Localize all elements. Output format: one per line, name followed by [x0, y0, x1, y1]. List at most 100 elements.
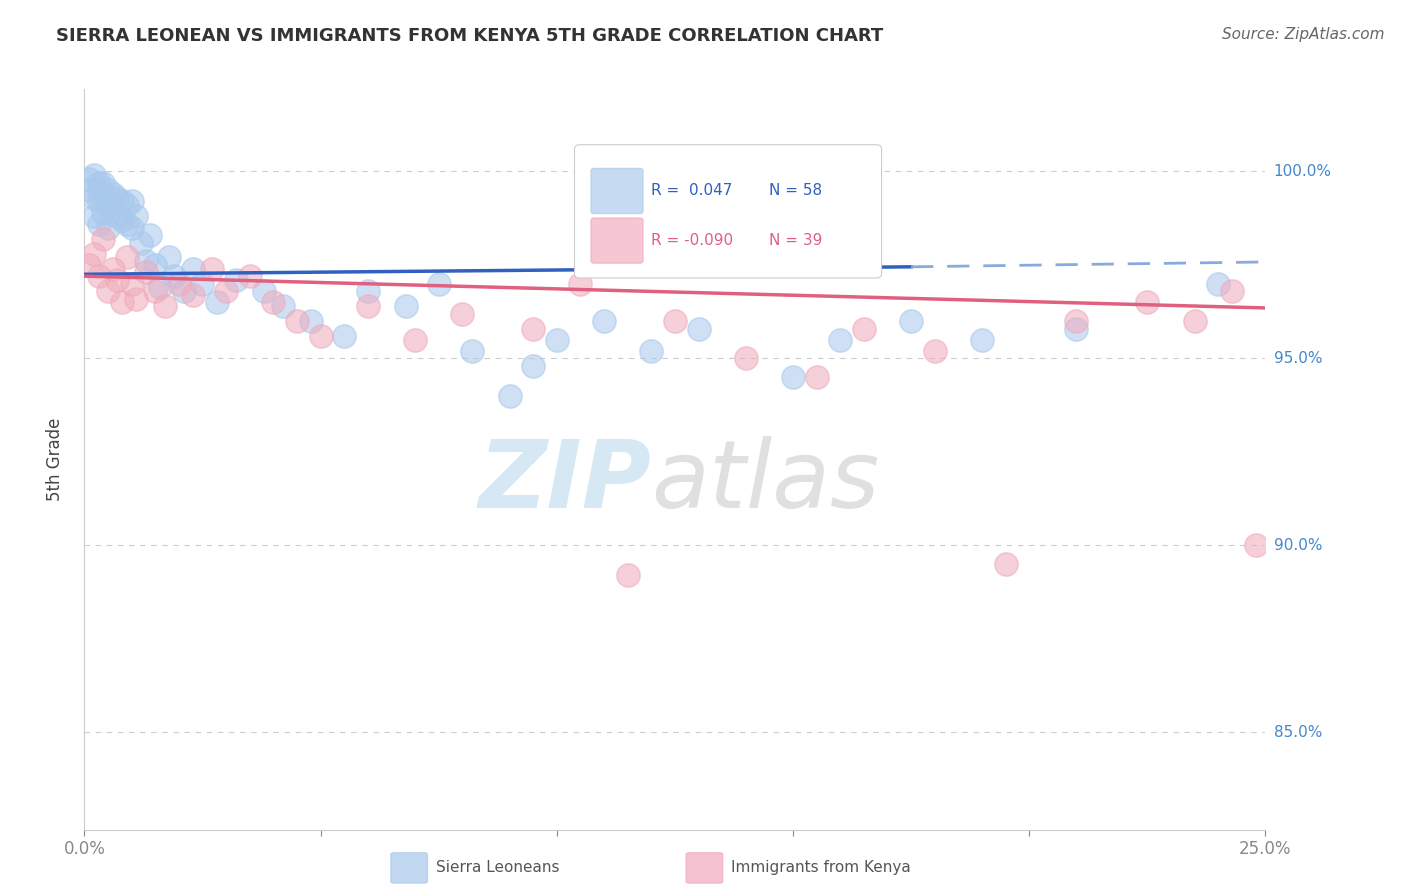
Point	[107, 191, 129, 205]
Text: 85.0%: 85.0%	[1274, 725, 1322, 739]
Point	[107, 210, 129, 224]
Point	[569, 277, 592, 291]
Point	[97, 220, 120, 235]
Point	[357, 299, 380, 313]
Point	[111, 194, 134, 209]
Point	[924, 343, 946, 358]
Point	[1066, 314, 1088, 328]
Point	[191, 277, 214, 291]
Point	[83, 191, 105, 205]
Point	[125, 210, 148, 224]
Text: N = 39: N = 39	[769, 234, 823, 249]
Point	[451, 307, 474, 321]
Point	[87, 269, 110, 284]
Point	[107, 273, 129, 287]
Point	[1136, 295, 1159, 310]
Text: ZIP: ZIP	[478, 435, 651, 527]
Point	[157, 251, 180, 265]
Point	[135, 254, 157, 268]
Point	[121, 194, 143, 209]
Point	[1184, 314, 1206, 328]
Point	[115, 251, 138, 265]
Point	[121, 220, 143, 235]
Point	[970, 333, 993, 347]
Point	[806, 370, 828, 384]
Point	[101, 186, 124, 201]
Point	[83, 246, 105, 260]
Point	[461, 343, 484, 358]
Point	[83, 168, 105, 182]
Point	[91, 176, 114, 190]
Point	[181, 261, 204, 276]
Text: Immigrants from Kenya: Immigrants from Kenya	[731, 861, 911, 875]
Point	[87, 183, 110, 197]
Point	[1066, 321, 1088, 335]
Point	[97, 183, 120, 197]
Point	[404, 333, 426, 347]
Point	[101, 202, 124, 216]
FancyBboxPatch shape	[575, 145, 882, 278]
Point	[129, 235, 152, 250]
Point	[121, 277, 143, 291]
Point	[87, 194, 110, 209]
Point	[522, 321, 544, 335]
Point	[782, 370, 804, 384]
Point	[688, 321, 710, 335]
Text: 95.0%: 95.0%	[1274, 351, 1322, 366]
Text: 100.0%: 100.0%	[1274, 164, 1331, 179]
Point	[830, 333, 852, 347]
Point	[225, 273, 247, 287]
Point	[83, 210, 105, 224]
Point	[285, 314, 308, 328]
Point	[91, 232, 114, 246]
Point	[262, 295, 284, 310]
Point	[111, 213, 134, 227]
Point	[115, 217, 138, 231]
Point	[91, 191, 114, 205]
Point	[239, 269, 262, 284]
Point	[97, 284, 120, 298]
Point	[253, 284, 276, 298]
Point	[143, 258, 166, 272]
Point	[1220, 284, 1243, 298]
FancyBboxPatch shape	[591, 218, 643, 263]
Point	[394, 299, 416, 313]
Point	[181, 288, 204, 302]
Point	[111, 295, 134, 310]
Point	[87, 217, 110, 231]
Point	[125, 292, 148, 306]
Point	[522, 359, 544, 373]
Point	[77, 172, 100, 186]
Point	[201, 261, 224, 276]
Point	[149, 280, 172, 294]
Text: Source: ZipAtlas.com: Source: ZipAtlas.com	[1222, 27, 1385, 42]
Text: N = 58: N = 58	[769, 183, 823, 198]
Point	[546, 333, 568, 347]
Point	[357, 284, 380, 298]
Point	[994, 557, 1017, 571]
Text: Sierra Leoneans: Sierra Leoneans	[436, 861, 560, 875]
Point	[135, 265, 157, 279]
Point	[91, 205, 114, 219]
Point	[163, 269, 186, 284]
Point	[299, 314, 322, 328]
Text: 90.0%: 90.0%	[1274, 538, 1322, 553]
Text: R =  0.047: R = 0.047	[651, 183, 733, 198]
Point	[1244, 538, 1267, 552]
Point	[143, 284, 166, 298]
Point	[664, 314, 686, 328]
Point	[153, 299, 176, 313]
Point	[101, 261, 124, 276]
Point	[173, 284, 195, 298]
Point	[1206, 277, 1229, 291]
Point	[205, 295, 228, 310]
Point	[309, 329, 332, 343]
Point	[271, 299, 294, 313]
Y-axis label: 5th Grade: 5th Grade	[45, 417, 63, 501]
FancyBboxPatch shape	[591, 169, 643, 213]
Point	[87, 176, 110, 190]
Point	[900, 314, 922, 328]
Text: R = -0.090: R = -0.090	[651, 234, 734, 249]
Point	[167, 277, 190, 291]
Point	[139, 227, 162, 242]
